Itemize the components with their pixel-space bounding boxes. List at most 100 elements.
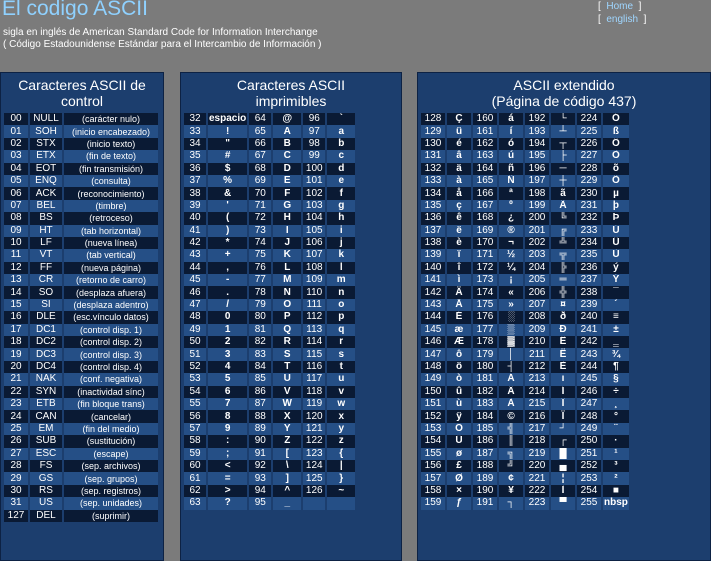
english-link[interactable]: english bbox=[606, 14, 639, 25]
description-cell: (desplaza adentro) bbox=[64, 298, 158, 312]
table-row: 143 Å 175» 207 ¤ 239 ´ bbox=[421, 298, 629, 312]
code-cell: 194 bbox=[525, 137, 549, 151]
character-cell: Ö bbox=[447, 422, 471, 436]
description-cell: (fin de texto) bbox=[64, 150, 158, 163]
code-cell: 211 bbox=[525, 348, 549, 361]
code-cell: 123 bbox=[303, 447, 326, 460]
description-cell: (tab vertical) bbox=[64, 249, 158, 262]
character-cell: Y bbox=[273, 422, 302, 436]
character-cell: g bbox=[327, 199, 356, 213]
code-cell: 83 bbox=[249, 348, 272, 361]
character-cell: e bbox=[327, 174, 356, 188]
code-cell: 104 bbox=[303, 212, 326, 225]
extended-panel-title-text: ASCII extendido bbox=[513, 77, 615, 93]
home-link[interactable]: Home bbox=[606, 1, 634, 12]
code-cell: 119 bbox=[303, 397, 326, 411]
code-cell: 171 bbox=[473, 249, 497, 262]
code-cell: 55 bbox=[184, 397, 206, 411]
character-cell: 5 bbox=[208, 373, 248, 386]
code-cell: 144 bbox=[421, 311, 445, 324]
code-cell: 141 bbox=[421, 274, 445, 287]
character-cell: d bbox=[327, 162, 356, 175]
character-cell: ì bbox=[447, 274, 471, 287]
code-cell: 170 bbox=[473, 236, 497, 250]
character-cell: 7 bbox=[208, 397, 248, 411]
code-cell: 62 bbox=[184, 484, 206, 498]
table-row: 14 SO (desplaza afuera) bbox=[4, 286, 158, 299]
table-row: 159 ƒ 191 ┐ 223 ▀ 255 nbsp bbox=[421, 497, 629, 510]
character-cell: Z bbox=[273, 435, 302, 448]
character-cell: R bbox=[273, 336, 302, 349]
character-cell: î bbox=[447, 261, 471, 275]
code-cell: 235 bbox=[577, 249, 601, 262]
top-links: [ Home ] [ english ] bbox=[598, 0, 646, 26]
code-cell: 169 bbox=[473, 224, 497, 237]
table-row: 135 ç 167 º 199 Ã 231 þ bbox=[421, 199, 629, 213]
character-cell: Ô bbox=[603, 137, 629, 151]
code-cell: 209 bbox=[525, 323, 549, 337]
code-cell: 81 bbox=[249, 323, 272, 337]
character-cell: Ð bbox=[551, 323, 575, 337]
character-cell: CAN bbox=[30, 410, 62, 423]
character-cell: ½ bbox=[499, 249, 523, 262]
table-row: 18 DC2 (control disp. 2) bbox=[4, 336, 158, 349]
table-row: 43 +75 K 107 k bbox=[184, 249, 356, 262]
description-cell: (reconocimiento) bbox=[64, 187, 158, 200]
code-cell: 101 bbox=[303, 174, 326, 188]
character-cell: ¦ bbox=[551, 472, 575, 485]
code-cell: 227 bbox=[577, 150, 601, 163]
table-row: 146 Æ 178 ▓ 210 Ê 242 ‗ bbox=[421, 336, 629, 349]
code-cell: 44 bbox=[184, 261, 206, 275]
character-cell: ═ bbox=[551, 274, 575, 287]
code-cell: 137 bbox=[421, 224, 445, 237]
code-cell: 47 bbox=[184, 298, 206, 312]
code-cell: 183 bbox=[473, 397, 497, 411]
description-cell: (inicio encabezado) bbox=[64, 125, 158, 138]
table-row: 36 $68 D 100 d bbox=[184, 162, 356, 175]
character-cell: ã bbox=[551, 187, 575, 200]
code-cell: 40 bbox=[184, 212, 206, 225]
table-row: 26 SUB (sustitución) bbox=[4, 435, 158, 448]
table-row: 52 4 84 T 116 t bbox=[184, 360, 356, 374]
code-cell: 173 bbox=[473, 274, 497, 287]
table-row: 144 É 176 ░ 208 ð 240 ≡ bbox=[421, 311, 629, 324]
character-cell: ` bbox=[327, 113, 356, 126]
code-cell: 184 bbox=[473, 410, 497, 423]
extended-panel-subtitle: (Página de código 437) bbox=[491, 93, 637, 109]
character-cell: EM bbox=[30, 422, 62, 436]
table-row: 136 ê 168 ¿ 200 ╚ 232 Þ bbox=[421, 212, 629, 225]
character-cell: ACK bbox=[30, 187, 62, 200]
character-cell: RS bbox=[30, 484, 62, 498]
character-cell: Å bbox=[447, 298, 471, 312]
code-cell: 152 bbox=[421, 410, 445, 423]
code-cell: 59 bbox=[184, 447, 206, 460]
character-cell: P bbox=[273, 311, 302, 324]
code-cell: 113 bbox=[303, 323, 326, 337]
character-cell: ┌ bbox=[551, 435, 575, 448]
description-cell: (cancelar) bbox=[64, 410, 158, 423]
code-cell: 166 bbox=[473, 187, 497, 200]
character-cell: ( bbox=[208, 212, 248, 225]
code-cell bbox=[303, 497, 326, 510]
character-cell: 1 bbox=[208, 323, 248, 337]
code-cell: 128 bbox=[421, 113, 445, 126]
code-cell: 30 bbox=[4, 484, 28, 498]
character-cell: Ã bbox=[551, 199, 575, 213]
code-cell: 34 bbox=[184, 137, 206, 151]
character-cell: ª bbox=[499, 187, 523, 200]
code-cell: 96 bbox=[303, 113, 326, 126]
character-cell: - bbox=[208, 274, 248, 287]
character-cell: ú bbox=[499, 150, 523, 163]
code-cell: 212 bbox=[525, 360, 549, 374]
table-row: 15 SI (desplaza adentro) bbox=[4, 298, 158, 312]
character-cell: espacio bbox=[208, 113, 248, 126]
character-cell: û bbox=[447, 385, 471, 398]
character-cell: h bbox=[327, 212, 356, 225]
character-cell: ╦ bbox=[551, 249, 575, 262]
code-cell: 253 bbox=[577, 472, 601, 485]
page-header: El codigo ASCII sigla en inglés de Ameri… bbox=[0, 0, 711, 60]
code-cell: 80 bbox=[249, 311, 272, 324]
code-cell: 147 bbox=[421, 348, 445, 361]
code-cell: 159 bbox=[421, 497, 445, 510]
code-cell: 131 bbox=[421, 150, 445, 163]
